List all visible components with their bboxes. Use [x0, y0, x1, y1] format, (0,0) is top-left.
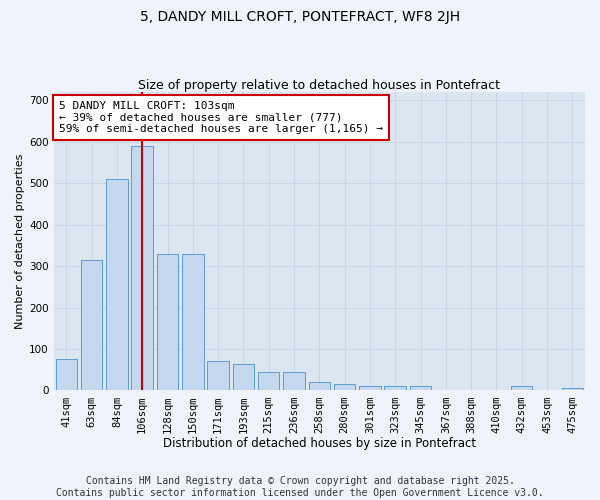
- Bar: [81, 260, 103, 390]
- Title: Size of property relative to detached houses in Pontefract: Size of property relative to detached ho…: [139, 79, 500, 92]
- Bar: [157, 254, 178, 390]
- X-axis label: Distribution of detached houses by size in Pontefract: Distribution of detached houses by size …: [163, 437, 476, 450]
- Text: 5 DANDY MILL CROFT: 103sqm
← 39% of detached houses are smaller (777)
59% of sem: 5 DANDY MILL CROFT: 103sqm ← 39% of deta…: [59, 101, 383, 134]
- Bar: [385, 386, 406, 390]
- Bar: [359, 386, 380, 390]
- Bar: [334, 384, 355, 390]
- Bar: [258, 372, 280, 390]
- Bar: [106, 179, 128, 390]
- Y-axis label: Number of detached properties: Number of detached properties: [15, 154, 25, 329]
- Bar: [131, 146, 153, 390]
- Text: Contains HM Land Registry data © Crown copyright and database right 2025.
Contai: Contains HM Land Registry data © Crown c…: [56, 476, 544, 498]
- Bar: [511, 386, 532, 390]
- Text: 5, DANDY MILL CROFT, PONTEFRACT, WF8 2JH: 5, DANDY MILL CROFT, PONTEFRACT, WF8 2JH: [140, 10, 460, 24]
- Bar: [182, 254, 203, 390]
- Bar: [233, 364, 254, 390]
- Bar: [208, 362, 229, 390]
- Bar: [56, 360, 77, 390]
- Bar: [283, 372, 305, 390]
- Bar: [308, 382, 330, 390]
- Bar: [562, 388, 583, 390]
- Bar: [410, 386, 431, 390]
